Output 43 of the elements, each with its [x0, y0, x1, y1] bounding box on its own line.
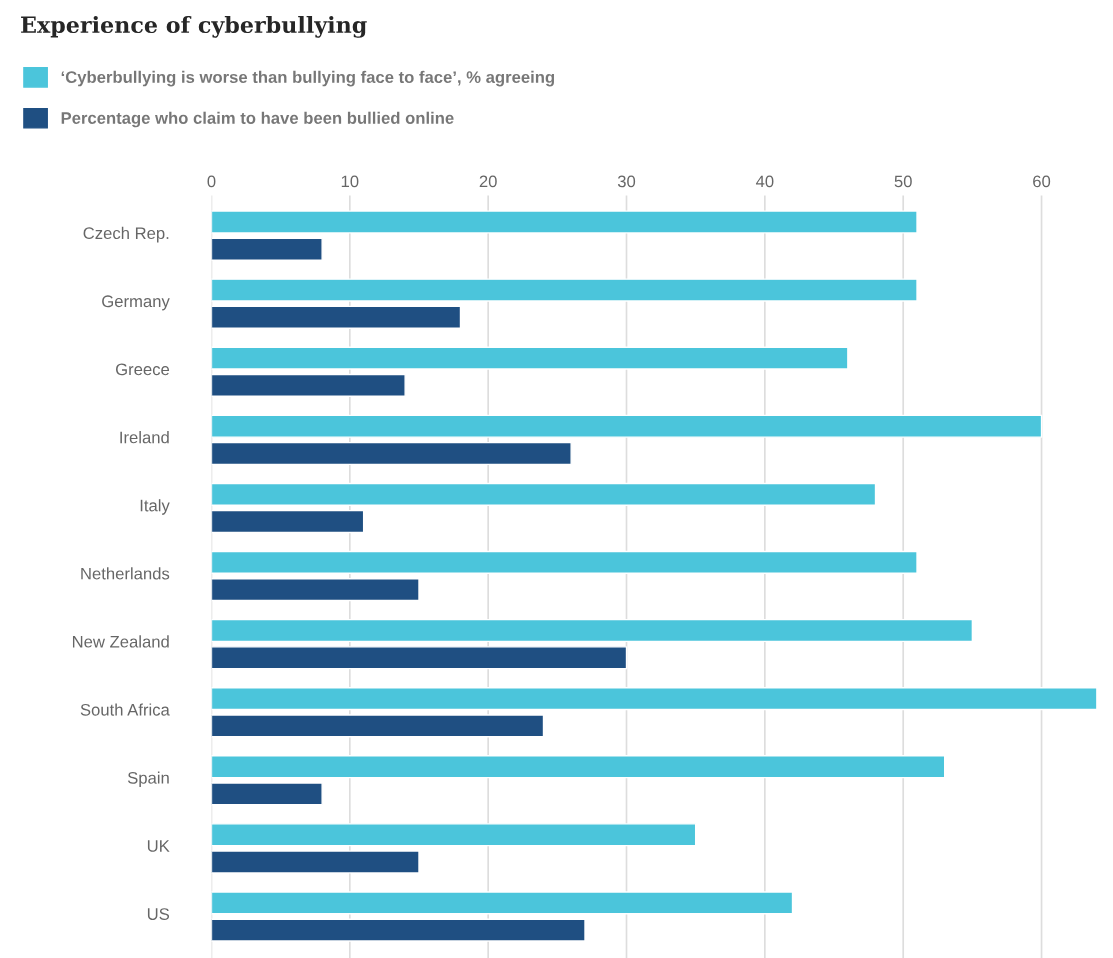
- bar: [211, 755, 946, 779]
- x-tick-label: 60: [1033, 175, 1051, 188]
- legend-label: Percentage who claim to have been bullied online: [61, 111, 454, 128]
- y-tick-label: New Zealand: [72, 635, 169, 648]
- y-tick-label: Greece: [115, 363, 170, 376]
- bar: [211, 509, 365, 534]
- bar: [211, 346, 849, 370]
- x-tick-label: 30: [617, 175, 636, 188]
- x-tick-label: 10: [341, 175, 359, 188]
- x-tick-label: 20: [479, 175, 497, 188]
- y-tick-label: Netherlands: [81, 567, 170, 580]
- y-tick-label: Germany: [102, 295, 170, 311]
- bar: [211, 550, 918, 575]
- bar: [211, 305, 462, 329]
- bar: [211, 714, 545, 738]
- bar: [211, 210, 918, 234]
- y-tick-label: US: [147, 908, 170, 920]
- bar: [211, 891, 794, 915]
- bar: [211, 618, 974, 643]
- bar: [211, 278, 918, 302]
- bar: [211, 482, 877, 506]
- bar: [211, 646, 628, 670]
- y-tick-label: Ireland: [120, 431, 169, 444]
- bar: [211, 373, 406, 397]
- bar: [211, 687, 1098, 711]
- bar: [211, 850, 420, 874]
- bar: [211, 414, 1043, 438]
- y-tick-label: Spain: [127, 771, 169, 788]
- legend-label: ‘Cyberbullying is worse than bullying face to face’, % agreeing: [61, 70, 555, 87]
- bar: [211, 918, 586, 942]
- x-tick-label: 50: [894, 175, 912, 188]
- y-tick-label: South Africa: [80, 703, 170, 716]
- bar: [211, 578, 420, 602]
- bar: [211, 237, 323, 261]
- x-tick-label: 0: [207, 175, 216, 188]
- bar: [211, 823, 697, 847]
- bar: [211, 441, 572, 466]
- x-tick-label: 40: [755, 175, 774, 188]
- bar: [211, 782, 323, 806]
- y-tick-label: Czech Rep.: [83, 226, 169, 243]
- y-tick-label: UK: [147, 840, 170, 852]
- y-tick-label: Italy: [140, 499, 170, 515]
- chart-title: Experience of cyberbullying: [21, 15, 367, 38]
